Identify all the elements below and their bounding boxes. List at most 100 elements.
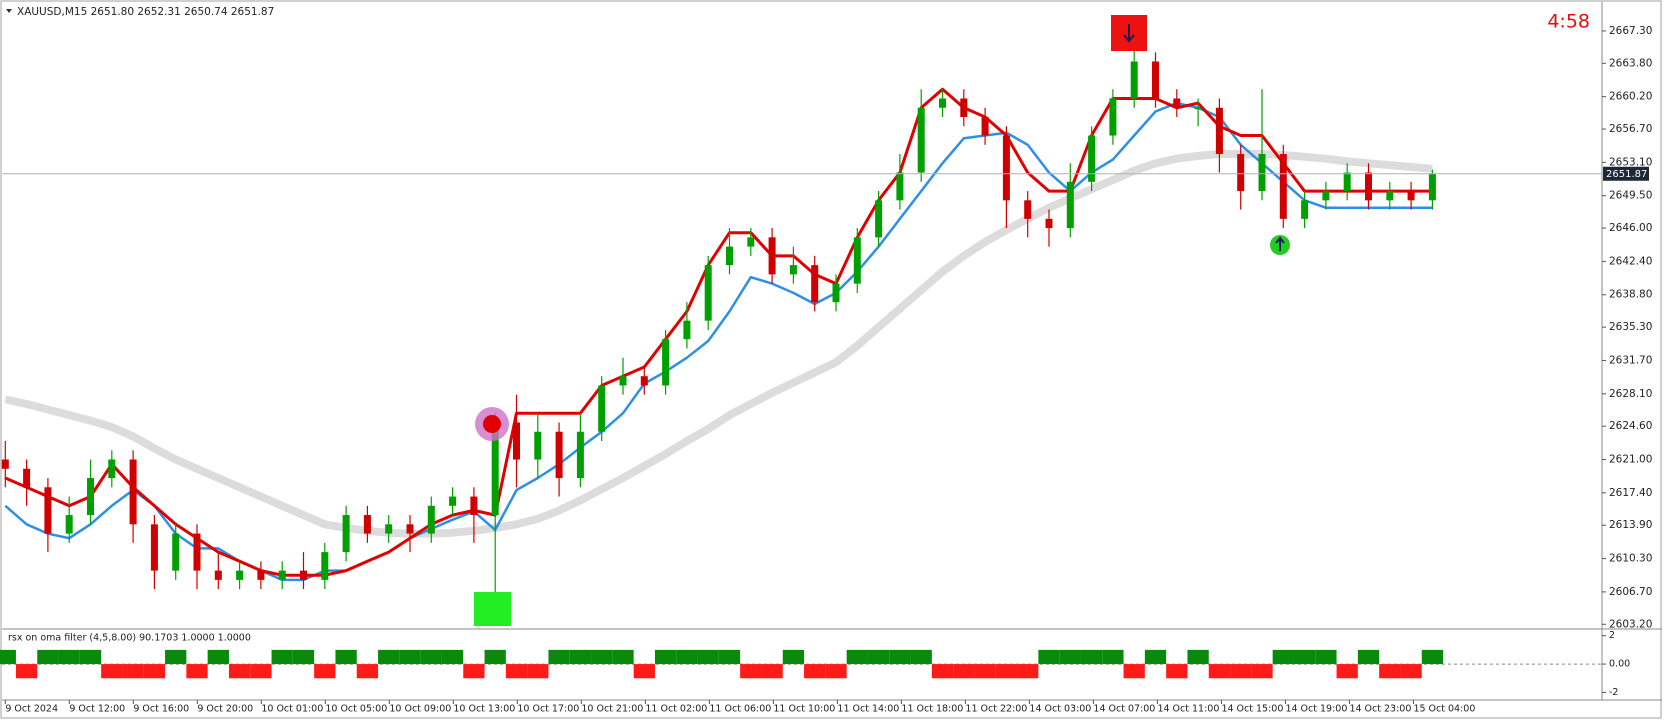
menu-triangle <box>6 9 12 13</box>
x-tick-label: 11 Oct 14:00 <box>837 704 899 715</box>
y-tick-label: 2621.00 <box>1609 454 1652 466</box>
histogram-bar <box>101 664 123 679</box>
y-tick-label: 2635.30 <box>1609 321 1652 333</box>
x-tick-label: 14 Oct 15:00 <box>1221 704 1283 715</box>
histogram-bar <box>1017 664 1039 679</box>
y-tick-label: 2642.40 <box>1609 255 1652 267</box>
histogram-bar <box>58 649 80 665</box>
histogram-bar <box>1144 649 1167 665</box>
y-tick-label: 2649.50 <box>1609 190 1652 202</box>
candle-body <box>150 524 158 571</box>
y-tick-label: 2603.20 <box>1609 618 1652 630</box>
candle-body <box>598 385 606 432</box>
y-tick-label: 2631.70 <box>1609 354 1652 366</box>
candle-body <box>1130 61 1138 99</box>
candle-body <box>214 570 222 580</box>
histogram-bar <box>228 664 251 679</box>
y-tick-label: 2617.40 <box>1609 487 1652 499</box>
candle-body <box>832 283 840 303</box>
candle-body <box>1173 98 1181 108</box>
histogram-bar <box>1038 649 1060 665</box>
histogram-bar <box>1251 664 1273 679</box>
candle-body <box>1109 98 1117 136</box>
x-tick-label: 15 Oct 04:00 <box>1413 704 1475 715</box>
histogram-bar <box>1080 649 1103 665</box>
histogram-bar <box>953 664 975 679</box>
marks: 2667.30 2663.80 2660.20 2656.70 2653.10 2649.… <box>0 25 1652 715</box>
histogram-bar <box>463 664 485 679</box>
histogram-bar <box>1336 664 1358 679</box>
y-tick-label: 2646.00 <box>1609 222 1652 234</box>
histogram-bar <box>995 664 1018 679</box>
candle-body <box>726 246 733 266</box>
candle-body <box>939 98 946 108</box>
histogram-bar <box>718 649 741 665</box>
candle-body <box>747 237 755 247</box>
histogram-bar <box>1400 664 1422 679</box>
histogram-bar <box>697 649 719 665</box>
candle-body <box>1002 135 1010 201</box>
histogram-bar <box>1272 649 1294 665</box>
x-tick-label: 14 Oct 23:00 <box>1349 704 1411 715</box>
histogram-bar <box>271 649 293 665</box>
candle-body <box>470 496 478 516</box>
candle-body <box>1215 107 1223 155</box>
histogram-bar <box>186 664 208 679</box>
candle-body <box>619 376 627 386</box>
candle-body <box>1279 154 1287 219</box>
candle-body <box>23 468 31 488</box>
candle-body <box>1066 181 1074 229</box>
candle-body <box>406 524 414 534</box>
histogram-bar <box>207 649 229 665</box>
histogram-bar <box>761 664 783 679</box>
histogram-bar <box>441 649 464 665</box>
histogram-bar <box>1187 649 1209 665</box>
histogram-bar <box>1102 649 1124 665</box>
candle-body <box>236 570 244 580</box>
candle-body <box>789 265 797 275</box>
buy-arrow <box>1275 236 1285 251</box>
x-tick-label: 11 Oct 02:00 <box>645 704 707 715</box>
histogram-bar <box>782 649 805 665</box>
y-tick-label: 2667.30 <box>1609 25 1652 37</box>
histogram-bar <box>79 649 102 665</box>
histogram-bar <box>399 649 421 665</box>
candle-body <box>257 570 265 580</box>
y-tick-label: 2 <box>1609 630 1615 641</box>
histogram-bar <box>1421 649 1444 665</box>
candle-body <box>1045 218 1053 229</box>
x-tick-label: 11 Oct 06:00 <box>709 704 771 715</box>
candle-body <box>1088 135 1096 182</box>
indicator-line <box>4 87 1433 577</box>
candle-body <box>1407 191 1415 201</box>
histogram-bar <box>0 649 16 665</box>
x-tick-label: 10 Oct 13:00 <box>453 704 515 715</box>
histogram-bar <box>931 664 954 679</box>
x-tick-label: 14 Oct 03:00 <box>1029 704 1091 715</box>
x-tick-label: 10 Oct 21:00 <box>581 704 643 715</box>
candle-body <box>704 265 712 321</box>
indicator-title: rsx on oma filter (4,5,8.00) 90.1703 1.0… <box>8 633 251 644</box>
x-tick-label: 14 Oct 07:00 <box>1093 704 1155 715</box>
y-tick-label: 0.00 <box>1609 659 1630 670</box>
candle-body <box>449 496 457 506</box>
histogram-bar <box>867 649 890 665</box>
indicator-line <box>4 101 1433 582</box>
histogram-bar <box>569 649 592 665</box>
candle-body <box>960 98 968 118</box>
histogram-bar <box>250 664 272 679</box>
y-tick-label: 2638.80 <box>1609 289 1652 301</box>
candle-body <box>1 459 9 469</box>
candle-body <box>87 478 94 516</box>
histogram-bar <box>335 649 357 665</box>
histogram-bar <box>356 664 379 679</box>
x-tick-label: 11 Oct 10:00 <box>773 704 835 715</box>
y-tick-label: 2613.90 <box>1609 519 1652 531</box>
histogram-bar <box>846 649 868 665</box>
histogram-bar <box>378 649 400 665</box>
histogram-bar <box>505 664 528 679</box>
candle-body <box>491 422 499 516</box>
candle-body <box>300 570 307 580</box>
candle-body <box>534 431 542 460</box>
